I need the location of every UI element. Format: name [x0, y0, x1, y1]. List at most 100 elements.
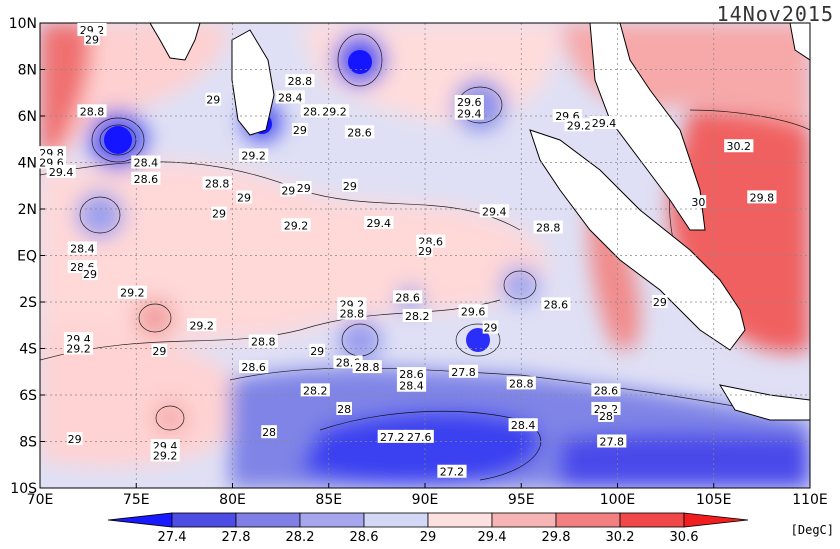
date-label: 14Nov2015 [716, 2, 834, 26]
contour-label: 29 [83, 268, 97, 281]
borneo-landmass [789, 23, 810, 61]
contour-label: 27.2 [440, 466, 465, 479]
colorbar-segment [491, 512, 557, 528]
lon-tick-label: 90E [412, 492, 439, 508]
contour-label: 28.6 [241, 361, 266, 374]
cool-patch-west [76, 191, 124, 239]
lat-tick-label: 8N [18, 63, 37, 79]
warm-patch-south [152, 400, 188, 436]
contour-label-bg [377, 429, 407, 443]
colorbar-segment [619, 512, 685, 528]
contour-label: 28.6 [395, 291, 420, 304]
warm-patch-southwest [135, 298, 175, 338]
contour-label-bg [402, 308, 432, 322]
colorbar-level-label: 29.4 [478, 530, 507, 545]
contour-label: 29 [152, 345, 166, 358]
contour-label-bg [541, 297, 571, 311]
lat-tick-label: 8S [19, 435, 37, 451]
contour-label-bg [342, 178, 358, 192]
contour-label-bg [117, 285, 147, 299]
contour-label: 28.8 [80, 105, 105, 118]
lon-tick-label: 100E [600, 492, 636, 508]
lat-tick-label: 4S [19, 342, 37, 358]
contour-label: 30.2 [727, 140, 752, 153]
colorbar-high-arrow [683, 512, 749, 528]
contour-label: 29 [237, 191, 251, 204]
contour-label: 29 [293, 124, 307, 137]
contour-label: 28.2 [405, 310, 430, 323]
contour-label: 28.4 [70, 243, 95, 256]
contour-label-bg [281, 218, 311, 232]
colorbar-level-label: 30.6 [670, 530, 699, 545]
sumatra-landmass [529, 129, 746, 351]
cold-core-northwest [104, 126, 132, 154]
contour-label-bg [150, 448, 180, 462]
lat-tick-label: 6S [19, 388, 37, 404]
contour-label-bg [280, 183, 297, 197]
cool-patch-central [338, 318, 382, 362]
contour-label-bg [84, 32, 100, 46]
contour-label-bg [747, 190, 777, 204]
contour-label-bg [131, 155, 161, 169]
longitude-axis: 70E 75E 80E 85E 90E 95E 100E 105E 110E [27, 483, 828, 508]
contour-label: 28.8 [288, 75, 313, 88]
contour-label: 27.2 [380, 431, 405, 444]
contour-label-bg [295, 181, 312, 195]
contour-label-bg [67, 241, 97, 255]
lon-tick-label: 75E [123, 492, 150, 508]
contour-label-bg [652, 295, 668, 308]
contour-label-bg [454, 106, 484, 120]
cool-patch-south-central [500, 265, 540, 305]
contour-label-bg [564, 118, 594, 132]
contour-label-bg [77, 104, 107, 118]
lon-tick-label: 70E [27, 492, 54, 508]
contour-label: 28.6 [594, 384, 619, 397]
contour-label: 28.4 [278, 91, 303, 104]
contour-label-bg [239, 148, 269, 162]
contour-label-bg [151, 343, 168, 357]
contour-label: 28.8 [205, 177, 230, 190]
lat-tick-label: EQ [17, 249, 37, 265]
contour-label-bg [482, 320, 499, 334]
cold-core-north-central [348, 50, 372, 74]
contour-label: 28.8 [536, 222, 561, 235]
contour-label-bg [285, 74, 315, 88]
lat-tick-label: 6N [18, 109, 37, 125]
contour-label-bg [211, 206, 227, 220]
contour-label-bg [261, 425, 277, 439]
contour-label: 29.2 [189, 319, 214, 332]
contour-label: 29.8 [750, 191, 775, 204]
contour-label: 29.2 [66, 343, 91, 356]
contour-label: 28.8 [355, 361, 380, 374]
contour-label-bg [437, 464, 467, 478]
contour-label: 29.4 [367, 217, 392, 230]
contour-label: 29.2 [120, 287, 145, 300]
contour-label-bg [506, 376, 536, 390]
contour-label-bg [396, 378, 427, 392]
contour-label: 29 [310, 345, 324, 358]
contour-label: 29 [212, 208, 226, 221]
contour-label: 28 [337, 403, 351, 416]
lat-tick-label: 2S [19, 295, 37, 311]
lat-tick-label: 2N [18, 202, 37, 218]
land [149, 23, 810, 421]
colorbar-segment [427, 512, 493, 528]
contour-label-bg [458, 304, 488, 318]
contour-label: 29.2 [153, 449, 178, 462]
colorbar-segment [171, 512, 237, 528]
colorbar-level-label: 28.2 [286, 530, 315, 545]
contour-label-bg [187, 318, 217, 332]
contour-label: 29 [343, 180, 357, 193]
colorbar-low-arrow [107, 512, 173, 528]
contour-label-bg [239, 360, 269, 374]
colorbar-level-label: 27.4 [158, 530, 187, 545]
cold-region-south [300, 411, 541, 485]
contour-label: 29 [206, 94, 220, 107]
contour-label-bg [309, 343, 325, 357]
contour-label-bg [344, 125, 375, 139]
contour-label: 28.4 [399, 380, 424, 393]
lon-tick-label: 85E [315, 492, 342, 508]
contour-label: 29 [68, 433, 82, 446]
